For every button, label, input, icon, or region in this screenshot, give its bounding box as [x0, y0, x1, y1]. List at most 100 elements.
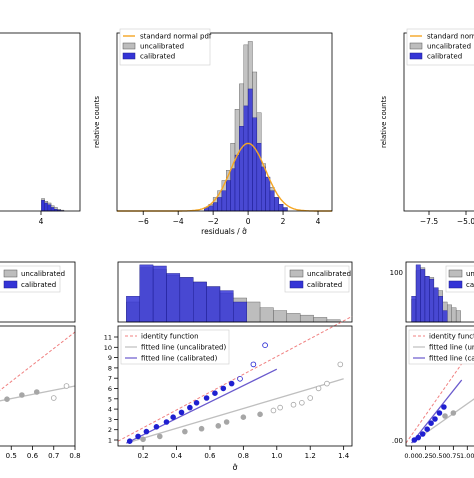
- ytick-label: 3: [108, 416, 112, 424]
- hist-bar-calibrated: [434, 288, 438, 322]
- legend-identity-label: identity function: [429, 333, 474, 341]
- hist-bar-uncalibrated: [247, 302, 260, 322]
- legend-pdf-label: standard normal pdf: [427, 33, 474, 41]
- top-right-xtick-label-1: −7.5: [420, 217, 438, 226]
- ytick-label: 2: [108, 426, 112, 434]
- scatter-point-uncalibrated: [325, 381, 330, 386]
- xtick-label: 0.5: [6, 452, 17, 460]
- hist-bar-uncalibrated: [314, 317, 327, 322]
- scatter-point-calibrated: [164, 420, 169, 425]
- hist-bar-calibrated: [45, 203, 48, 211]
- hist-bar-calibrated: [412, 296, 416, 322]
- ytick-label: 7: [108, 375, 112, 383]
- legend-uncalibrated-label: uncalibrated: [427, 43, 471, 51]
- hist-bar-calibrated: [416, 265, 420, 322]
- hist-bar-uncalibrated: [287, 313, 300, 322]
- top-right-xtick-label-2: −5.0: [457, 217, 474, 226]
- legend-calibrated-label: calibrated: [466, 281, 474, 289]
- hist-bar-calibrated: [193, 282, 206, 322]
- scatter-point-uncalibrated: [19, 393, 24, 398]
- hist-bar-calibrated: [279, 204, 283, 211]
- hist-bar-calibrated: [438, 296, 442, 322]
- top-left-bars: [41, 199, 64, 211]
- scatter-point-calibrated: [437, 411, 442, 416]
- scatter-point-calibrated: [251, 362, 256, 367]
- scatter-point-calibrated: [171, 415, 176, 420]
- hist-bar-calibrated: [429, 279, 433, 322]
- legend-pdf-label: standard normal pdf: [140, 33, 212, 41]
- hist-bar-calibrated: [140, 265, 153, 322]
- legend-calibrated-label: calibrated: [307, 281, 342, 289]
- scatter-point-uncalibrated: [451, 411, 456, 416]
- top-center-xlabel: residuals / σ̂: [201, 227, 247, 236]
- legend-uncalibrated-swatch: [4, 270, 17, 277]
- hist-bar-calibrated: [248, 89, 252, 211]
- legend-uncalibrated-label: uncalibrated: [466, 270, 474, 278]
- legend-uncalibrated-swatch: [449, 270, 462, 277]
- scatter-point-calibrated: [416, 435, 421, 440]
- panel-bottom-right-hist: 100 uncalibrated calibrated: [390, 262, 474, 322]
- bottom-left-scatter-marks: [0, 332, 75, 403]
- scatter-point-calibrated: [425, 427, 430, 432]
- xtick-label: 1.2: [305, 452, 316, 460]
- bottom-right-ytick-label: 100: [390, 269, 403, 277]
- legend-uncalibrated-swatch: [290, 270, 303, 277]
- scatter-point-calibrated: [187, 405, 192, 410]
- scatter-point-calibrated: [204, 396, 209, 401]
- scatter-point-uncalibrated: [64, 384, 69, 389]
- scatter-point-uncalibrated: [338, 362, 343, 367]
- legend-uncalibrated-swatch: [123, 43, 135, 49]
- scatter-point-calibrated: [136, 434, 141, 439]
- hist-bar-calibrated: [226, 180, 230, 211]
- xtick-label: 0.6: [27, 452, 39, 460]
- bottom-center-scatter-legend: identity function fitted line (uncalibra…: [121, 330, 229, 364]
- scatter-point-calibrated: [263, 343, 268, 348]
- scatter-point-calibrated: [420, 432, 425, 437]
- xtick-label: −4: [173, 217, 184, 226]
- scatter-point-uncalibrated: [199, 426, 204, 431]
- hist-bar-uncalibrated: [260, 308, 273, 322]
- hist-bar-calibrated: [222, 191, 226, 211]
- hist-bar-calibrated: [239, 126, 243, 211]
- scatter-point-calibrated: [221, 386, 226, 391]
- hist-bar-calibrated: [270, 191, 274, 211]
- scatter-point-uncalibrated: [308, 396, 313, 401]
- bottom-left-legend: uncalibrated calibrated: [0, 266, 65, 292]
- scatter-point-uncalibrated: [224, 420, 229, 425]
- hist-bar-uncalibrated: [452, 308, 456, 322]
- scatter-point-uncalibrated: [278, 405, 283, 410]
- legend-uncalibrated-label: uncalibrated: [21, 270, 65, 278]
- panel-top-left-hist: 4: [0, 33, 80, 226]
- scatter-point-uncalibrated: [182, 429, 187, 434]
- scatter-point-calibrated: [144, 429, 149, 434]
- top-left-xtick-label: 4: [39, 217, 44, 226]
- xtick-label: −2: [208, 217, 219, 226]
- scatter-point-uncalibrated: [316, 386, 321, 391]
- scatter-point-calibrated: [433, 417, 438, 422]
- hist-bar-calibrated: [420, 269, 424, 322]
- hist-bar-calibrated: [153, 266, 166, 322]
- legend-uncalibrated-label: uncalibrated: [140, 43, 184, 51]
- scatter-point-uncalibrated: [141, 437, 146, 442]
- bottom-right-scatter-legend: identity function fitted line (uncalibra…: [409, 330, 474, 364]
- hist-bar-calibrated: [231, 169, 235, 211]
- legend-calibrated-swatch: [123, 53, 135, 59]
- scatter-point-calibrated: [179, 410, 184, 415]
- scatter-point-calibrated: [429, 421, 434, 426]
- scatter-point-uncalibrated: [157, 434, 162, 439]
- hist-bar-calibrated: [48, 205, 51, 211]
- scatter-point-uncalibrated: [5, 397, 10, 402]
- ytick-label: 9: [108, 354, 112, 362]
- hist-bar-calibrated: [51, 207, 54, 211]
- ytick-label: 8: [108, 364, 112, 372]
- ytick-label: 11: [104, 334, 112, 342]
- hist-bar-calibrated: [207, 287, 220, 322]
- hist-bar-calibrated: [41, 200, 44, 211]
- bottom-center-xlabel: σ̂: [232, 462, 237, 472]
- panel-top-right-hist: relative counts −7.5 −5.0 standard norma…: [380, 29, 474, 226]
